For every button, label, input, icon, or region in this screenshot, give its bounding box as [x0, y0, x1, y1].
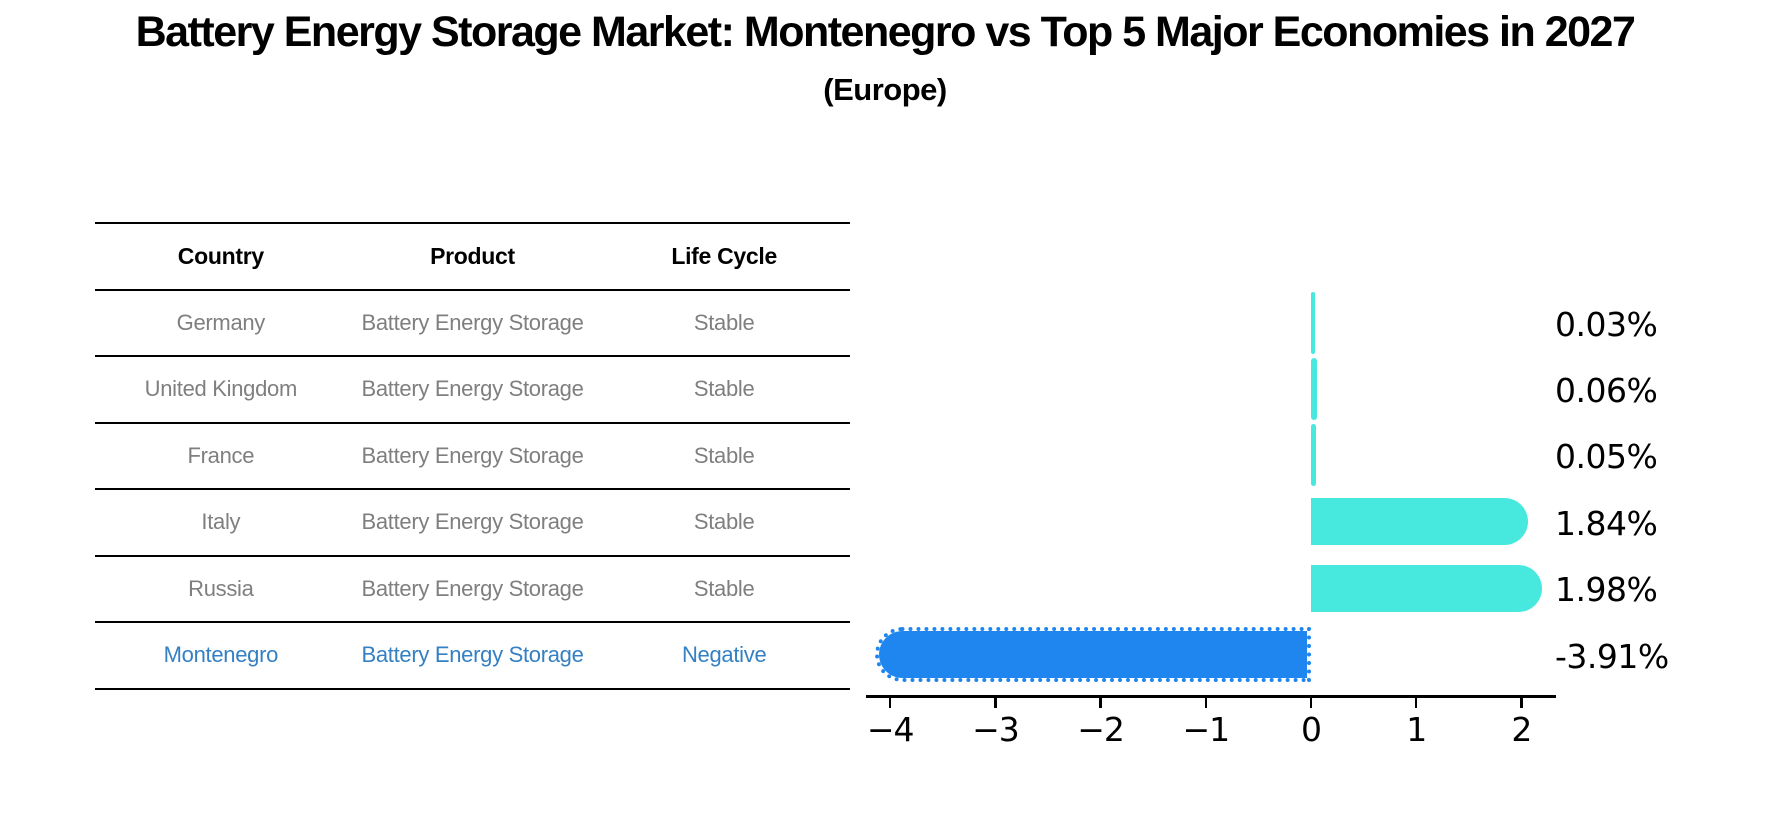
x-axis-tick-label: 2 — [1511, 710, 1532, 749]
table-row: Montenegro Battery Energy Storage Negative — [95, 621, 850, 688]
cell-life_cycle: Stable — [693, 575, 755, 601]
cell-life_cycle: Negative — [681, 642, 767, 668]
cell-product: Battery Energy Storage — [361, 575, 584, 601]
x-axis-tick — [888, 698, 892, 708]
cell-life_cycle: Stable — [693, 376, 755, 402]
chart-subtitle: (Europe) — [823, 72, 947, 107]
x-axis-tick-label: −4 — [866, 710, 915, 749]
x-axis-tick-label: −1 — [1182, 710, 1230, 749]
table-row: Russia Battery Energy Storage Stable — [95, 554, 850, 622]
cell-country: France — [187, 442, 255, 468]
cell-life_cycle: Stable — [693, 509, 755, 535]
cell-country: Russia — [188, 575, 254, 601]
cell-country: Italy — [201, 509, 241, 535]
cell-product: Battery Energy Storage — [361, 376, 584, 402]
x-axis-tick-label: −3 — [972, 710, 1020, 749]
column-header-country: Country — [177, 242, 264, 269]
bar-value-label: 1.84% — [1555, 503, 1658, 543]
x-axis-tick — [1309, 698, 1313, 708]
table-row: France Battery Energy Storage Stable — [95, 421, 850, 489]
cell-product: Battery Energy Storage — [361, 442, 584, 468]
cell-country: United Kingdom — [144, 376, 298, 402]
bar-germany — [1311, 291, 1315, 354]
table-row: Germany Battery Energy Storage Stable — [95, 288, 850, 356]
table-row: United Kingdom Battery Energy Storage Stab… — [95, 355, 850, 422]
cell-product: Battery Energy Storage — [361, 509, 584, 535]
cell-life_cycle: Stable — [693, 309, 755, 335]
x-axis-tick — [1520, 698, 1523, 708]
bar-france — [1311, 424, 1317, 487]
table-row: Italy Battery Energy Storage Stable — [95, 488, 850, 555]
x-axis-tick-label: −2 — [1077, 710, 1125, 749]
x-axis-tick-label: 1 — [1406, 710, 1427, 749]
x-axis-tick — [1099, 698, 1102, 708]
cell-country: Germany — [176, 309, 266, 335]
cell-country: Montenegro — [163, 642, 279, 668]
x-axis-tick — [1204, 698, 1208, 708]
bar-montenegro — [874, 627, 1311, 682]
table-header-row: Country Product Life Cycle — [95, 222, 850, 289]
bar-value-label: 0.06% — [1555, 370, 1658, 410]
column-header-product: Product — [430, 242, 515, 269]
x-axis-line — [866, 695, 1556, 698]
bar-united-kingdom — [1311, 357, 1318, 420]
cell-product: Battery Energy Storage — [361, 642, 584, 668]
cell-product: Battery Energy Storage — [361, 309, 584, 335]
bar-value-label: -3.91% — [1555, 636, 1669, 676]
bar-russia — [1311, 564, 1543, 612]
column-header-life_cycle: Life Cycle — [671, 242, 777, 269]
x-axis-tick-label: 0 — [1301, 710, 1322, 749]
cell-life_cycle: Stable — [693, 442, 755, 468]
bar-value-label: 0.05% — [1555, 437, 1658, 477]
country-table: Country Product Life Cycle Germany Battery E… — [95, 222, 850, 690]
bar-value-label: 0.03% — [1555, 304, 1658, 344]
bar-value-label: 1.98% — [1555, 570, 1658, 610]
chart-title: Battery Energy Storage Market: Montenegr… — [135, 8, 1636, 56]
x-axis-tick — [994, 698, 997, 708]
x-axis-tick — [1414, 698, 1418, 708]
bar-italy — [1311, 498, 1528, 546]
